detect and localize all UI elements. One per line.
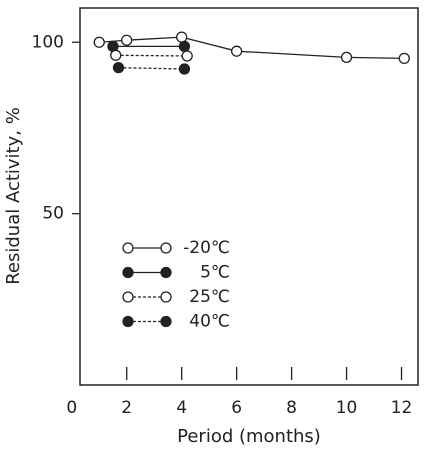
data-point bbox=[178, 63, 191, 75]
data-point bbox=[178, 40, 191, 53]
y-tick-label: 100 bbox=[32, 32, 64, 52]
legend-label: 25℃ bbox=[189, 287, 230, 307]
legend-label: -20℃ bbox=[183, 238, 230, 258]
x-tick-label: 6 bbox=[231, 398, 242, 418]
legend-marker bbox=[160, 315, 172, 328]
x-tick-label: 4 bbox=[176, 398, 187, 418]
legend-marker bbox=[122, 291, 134, 303]
series-line bbox=[99, 36, 405, 60]
x-tick-label: 10 bbox=[336, 398, 358, 418]
data-point bbox=[110, 49, 122, 61]
y-tick-label: 50 bbox=[42, 204, 64, 224]
legend-marker bbox=[122, 266, 134, 279]
legend-marker bbox=[160, 242, 172, 254]
data-point bbox=[176, 31, 188, 43]
data-point bbox=[121, 34, 133, 46]
legend-marker bbox=[122, 242, 134, 254]
series-line bbox=[118, 66, 185, 70]
x-tick-label: 12 bbox=[391, 398, 413, 418]
legend-marker bbox=[160, 291, 172, 303]
data-point bbox=[181, 50, 193, 62]
x-axis-label: Period (months) bbox=[177, 426, 321, 447]
data-point bbox=[340, 51, 353, 64]
y-axis-label: Residual Activity, % bbox=[3, 107, 24, 285]
x-tick-label: 2 bbox=[121, 398, 132, 418]
legend-label: 5℃ bbox=[200, 263, 230, 283]
legend-marker bbox=[122, 315, 134, 328]
plot-frame bbox=[79, 7, 419, 386]
legend-label: 40℃ bbox=[189, 312, 230, 332]
x-tick-label: 8 bbox=[286, 398, 297, 418]
data-point bbox=[93, 36, 105, 48]
x-tick-label: 0 bbox=[66, 398, 77, 418]
data-point bbox=[112, 61, 125, 74]
data-point bbox=[398, 52, 410, 65]
data-point bbox=[230, 45, 243, 57]
legend-marker bbox=[160, 266, 172, 279]
series-line bbox=[115, 54, 188, 57]
